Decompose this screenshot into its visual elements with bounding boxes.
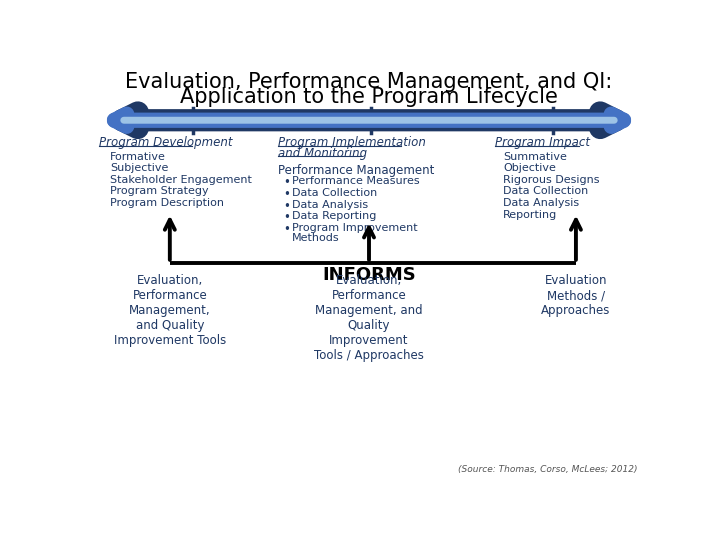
Text: Data Reporting: Data Reporting: [292, 211, 377, 221]
Text: Program Development: Program Development: [99, 137, 233, 150]
Text: Methods: Methods: [292, 233, 340, 244]
Text: Subjective: Subjective: [110, 164, 168, 173]
Text: Summative: Summative: [503, 152, 567, 162]
Text: Formative: Formative: [110, 152, 166, 162]
Text: Evaluation,
Performance
Management, and
Quality
Improvement
Tools / Approaches: Evaluation, Performance Management, and …: [314, 274, 424, 362]
Text: Program Description: Program Description: [110, 198, 224, 208]
Text: (Source: Thomas, Corso, McLees; 2012): (Source: Thomas, Corso, McLees; 2012): [458, 465, 637, 475]
Text: Rigorous Designs: Rigorous Designs: [503, 175, 600, 185]
Text: Program Impact: Program Impact: [495, 137, 590, 150]
Text: Performance Management: Performance Management: [279, 164, 435, 177]
Text: Program Implementation: Program Implementation: [279, 137, 426, 150]
Text: •: •: [283, 177, 290, 190]
Text: Performance Measures: Performance Measures: [292, 177, 420, 186]
Text: Data Collection: Data Collection: [503, 186, 588, 197]
Text: Stakeholder Engagement: Stakeholder Engagement: [110, 175, 252, 185]
Text: Data Collection: Data Collection: [292, 188, 377, 198]
Text: INFORMS: INFORMS: [322, 266, 416, 284]
Text: •: •: [283, 188, 290, 201]
Text: Reporting: Reporting: [503, 210, 557, 220]
Text: Evaluation,
Performance
Management,
and Quality
Improvement Tools: Evaluation, Performance Management, and …: [114, 274, 226, 347]
Text: Program Strategy: Program Strategy: [110, 186, 209, 197]
Text: and Monitoring: and Monitoring: [279, 147, 367, 160]
Text: Evaluation, Performance Management, and QI:: Evaluation, Performance Management, and …: [125, 72, 613, 92]
Text: Program Improvement: Program Improvement: [292, 222, 418, 233]
Text: •: •: [283, 200, 290, 213]
Text: Objective: Objective: [503, 164, 556, 173]
Text: Data Analysis: Data Analysis: [503, 198, 579, 208]
Text: •: •: [283, 222, 290, 235]
Text: •: •: [283, 211, 290, 224]
Text: Data Analysis: Data Analysis: [292, 200, 369, 210]
Text: Application to the Program Lifecycle: Application to the Program Lifecycle: [180, 87, 558, 107]
Text: Evaluation
Methods /
Approaches: Evaluation Methods / Approaches: [541, 274, 611, 317]
